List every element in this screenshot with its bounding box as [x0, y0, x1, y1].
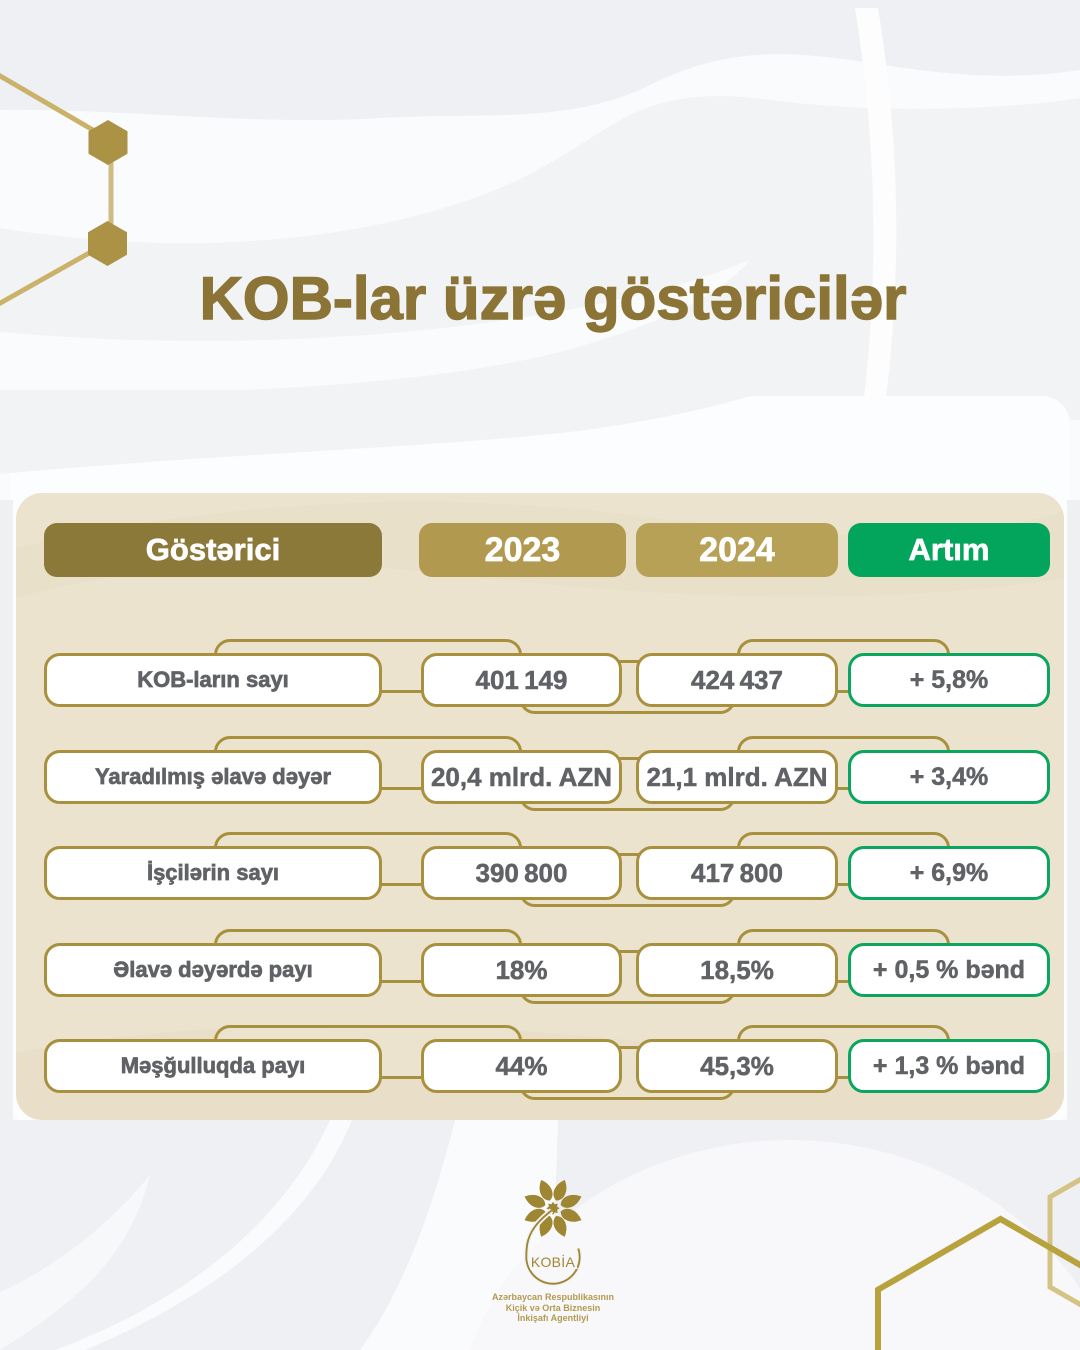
svg-text:KOBİA: KOBİA — [531, 1253, 576, 1270]
